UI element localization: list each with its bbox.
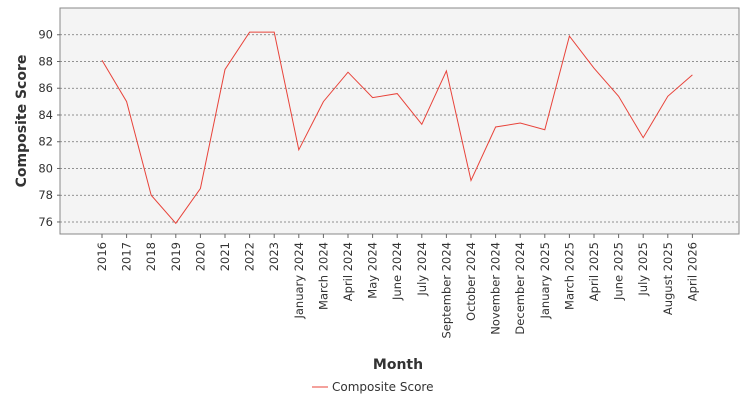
y-tick-label: 78	[38, 188, 53, 202]
x-tick-label: 2018	[144, 242, 158, 271]
x-tick-label: September 2024	[439, 242, 453, 339]
x-tick-label: July 2024	[415, 242, 429, 297]
x-tick-label: June 2025	[612, 242, 626, 301]
x-tick-label: 2021	[218, 242, 232, 271]
x-tick-label: January 2025	[538, 242, 552, 320]
x-tick-label: May 2024	[366, 242, 380, 299]
y-tick-label: 80	[38, 161, 53, 175]
x-axis-title: Month	[373, 357, 423, 373]
x-tick-label: October 2024	[464, 242, 478, 321]
grid-lines	[60, 34, 739, 223]
x-tick-label: June 2024	[390, 242, 404, 301]
x-tick-label: 2019	[169, 242, 183, 271]
y-axis-title: Composite Score	[14, 55, 30, 188]
legend-label: Composite Score	[332, 380, 433, 394]
x-tick-label: 2022	[243, 242, 257, 271]
y-tick-label: 76	[38, 215, 53, 229]
y-tick-label: 82	[38, 135, 53, 149]
x-tick-label: 2016	[95, 242, 109, 271]
y-tick-label: 84	[38, 108, 53, 122]
y-tick-label: 88	[38, 54, 53, 68]
series-line	[101, 31, 693, 225]
x-tick-label: August 2025	[661, 242, 675, 315]
x-tick-label: April 2026	[685, 242, 699, 301]
x-tick-label: 2017	[120, 242, 134, 271]
x-tick-label: November 2024	[489, 242, 503, 335]
x-tick-label: April 2025	[587, 242, 601, 301]
y-axis: 76 78 80 82 84 86 88 90	[38, 28, 60, 229]
series-layer	[101, 31, 693, 225]
x-tick-label: July 2025	[636, 242, 650, 297]
legend: Composite Score	[312, 380, 433, 394]
x-tick-label: December 2024	[513, 242, 527, 335]
x-tick-label: 2023	[267, 242, 281, 271]
y-tick-label: 86	[38, 81, 53, 95]
x-axis: 2016 2017 2018 2019 2020 2021 2022 2023 January …	[95, 234, 699, 339]
x-tick-label: April 2024	[341, 242, 355, 301]
y-tick-label: 90	[38, 28, 53, 42]
x-tick-label: March 2024	[316, 242, 330, 310]
x-tick-label: January 2024	[292, 242, 306, 320]
plot-area	[59, 7, 740, 235]
x-tick-label: 2020	[193, 242, 207, 271]
x-tick-label: March 2025	[562, 242, 576, 310]
